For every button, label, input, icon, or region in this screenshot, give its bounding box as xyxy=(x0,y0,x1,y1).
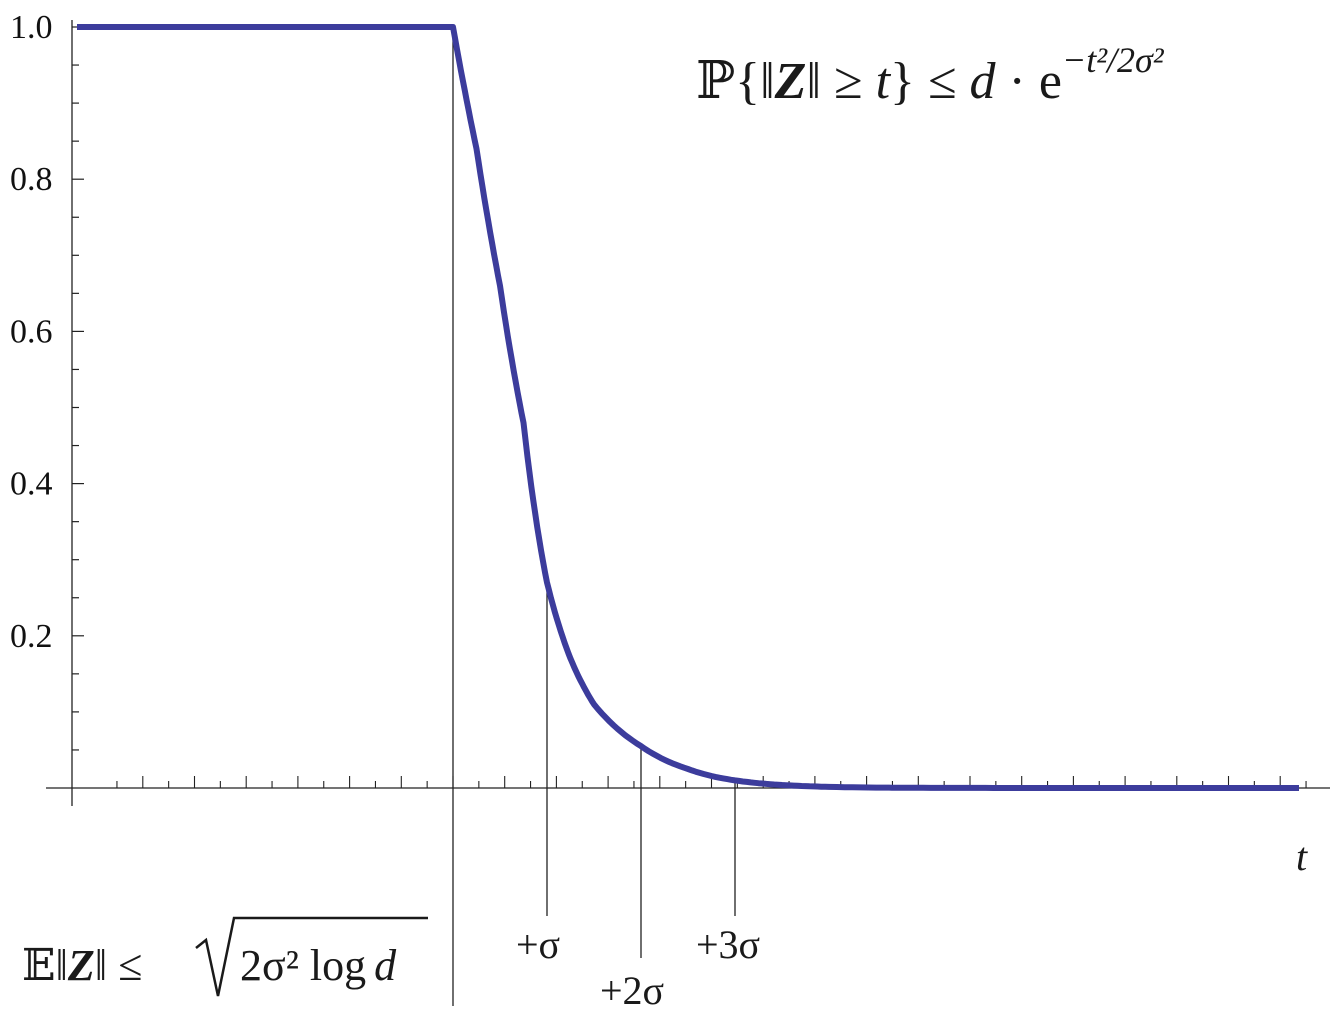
x-axis-label: t xyxy=(1296,834,1308,879)
tail-bound-curve xyxy=(77,24,1299,791)
marker-label-3sigma: +3σ xyxy=(696,922,760,967)
formula-z: Z xyxy=(774,53,807,110)
formula-close: } ≤ xyxy=(890,53,970,110)
y-tick-label: 1.0 xyxy=(10,9,53,46)
prob-symbol: ℙ xyxy=(696,53,735,110)
square-root-sign xyxy=(195,916,428,997)
expect-d: d xyxy=(374,941,397,990)
formula-open: {‖ xyxy=(735,53,775,110)
expect-z: Z xyxy=(67,941,95,990)
probability-bound-formula: ℙ{‖Z‖ ≥ t} ≤ d · e−t²/2σ² xyxy=(696,40,1165,110)
formula-d: d xyxy=(970,53,997,110)
y-ticks: 0.2 0.4 0.6 0.8 1.0 xyxy=(10,9,84,751)
marker-label-2sigma: +2σ xyxy=(600,968,664,1010)
formula-t: t xyxy=(876,53,892,110)
formula-dot: · e xyxy=(996,53,1062,110)
expectation-formula: 𝔼‖Z‖ ≤ xyxy=(22,941,142,990)
sigma-markers xyxy=(452,27,736,1006)
expect-symbol: 𝔼 xyxy=(22,941,56,990)
y-tick-label: 0.4 xyxy=(10,466,53,503)
axes xyxy=(46,20,1330,806)
formula-mid: ‖ ≥ xyxy=(806,53,875,110)
y-tick-label: 0.6 xyxy=(10,313,53,350)
expectation-radicand: 2σ² log d xyxy=(240,941,397,990)
marker-label-sigma: +σ xyxy=(516,922,560,967)
y-tick-label: 0.8 xyxy=(10,161,53,198)
y-tick-label: 0.2 xyxy=(10,618,53,655)
expect-norm-close: ‖ ≤ xyxy=(95,941,143,990)
expect-radicand-text: 2σ² log xyxy=(240,941,366,990)
expect-norm-open: ‖ xyxy=(56,941,68,990)
formula-exponent: −t²/2σ² xyxy=(1062,40,1165,80)
